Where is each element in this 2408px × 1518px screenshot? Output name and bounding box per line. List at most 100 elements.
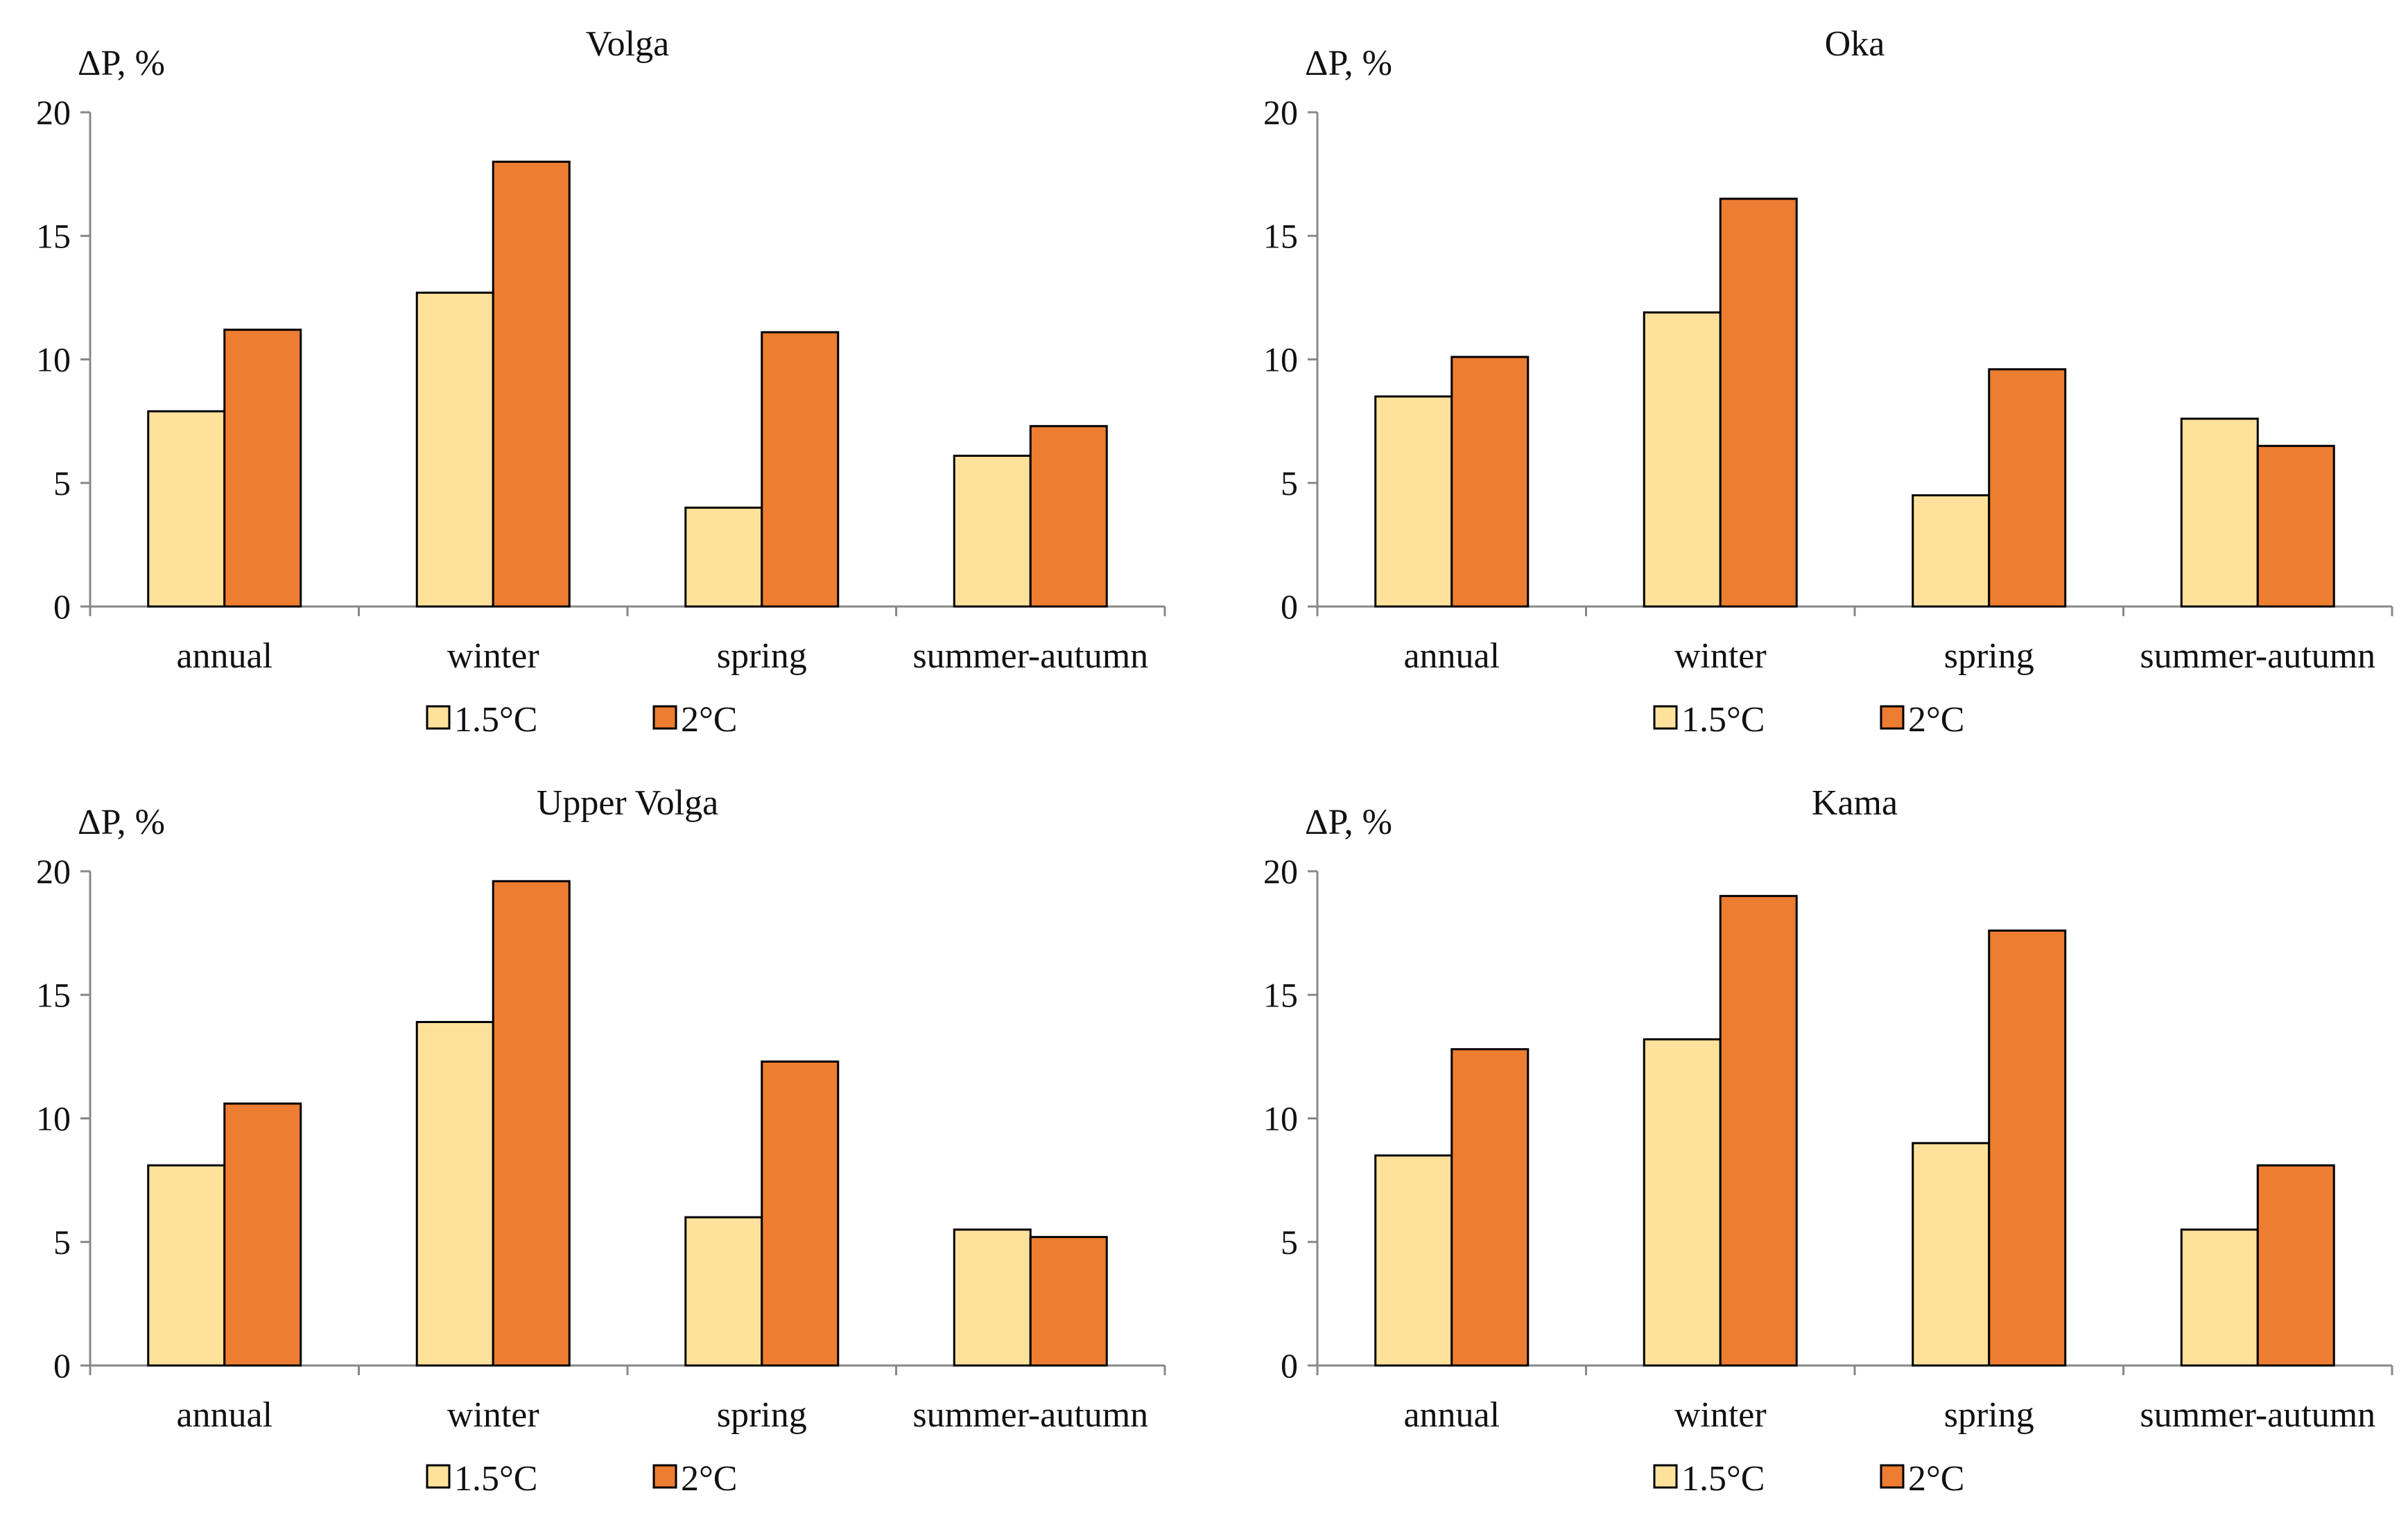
- y-tick-label: 0: [53, 1346, 71, 1385]
- legend-swatch: [426, 705, 451, 730]
- x-category-label: summer-autumn: [2140, 636, 2375, 676]
- legend-label: 2°C: [1908, 1459, 1964, 1499]
- x-category-label: spring: [1944, 636, 2034, 676]
- bar-spring-series-1: [1912, 1142, 1991, 1367]
- y-tick-label: 15: [36, 975, 71, 1014]
- chart-panel-3: Kama ΔP, % 0 5 10 15 20 annual winter spring summe…: [1263, 783, 2393, 1499]
- legend-swatch: [652, 705, 677, 730]
- bar-summer-autumn-series-1: [2180, 1228, 2259, 1367]
- x-category-label: summer-autumn: [912, 636, 1148, 676]
- legend: 1.5°C 2°C: [426, 1459, 737, 1499]
- y-tick-label: 5: [1281, 1223, 1298, 1262]
- bar-spring-series-2: [1988, 930, 2067, 1367]
- x-category-label: winter: [447, 1395, 539, 1435]
- x-category-label: winter: [1674, 636, 1767, 676]
- y-tick-label: 10: [36, 1099, 71, 1138]
- y-axis-label: ΔP, %: [1305, 803, 1392, 842]
- bar-winter-series-1: [415, 291, 494, 608]
- legend-swatch: [652, 1464, 677, 1489]
- bar-spring-series-1: [1912, 494, 1991, 608]
- bar-annual-series-2: [223, 329, 302, 608]
- bar-annual-series-1: [1374, 1154, 1453, 1367]
- bar-winter-series-1: [1643, 311, 1722, 608]
- bar-annual-series-2: [223, 1102, 302, 1367]
- bar-spring-series-2: [761, 331, 840, 608]
- y-tick-label: 0: [53, 587, 71, 626]
- x-category-label: spring: [717, 1395, 807, 1435]
- y-tick-label: 5: [53, 1223, 71, 1262]
- y-tick-label: 0: [1281, 1346, 1298, 1385]
- y-axis-label: ΔP, %: [1305, 44, 1392, 83]
- x-category-label: summer-autumn: [2140, 1395, 2375, 1435]
- bar-summer-autumn-series-2: [2256, 444, 2335, 608]
- x-category-label: annual: [1403, 636, 1500, 676]
- bar-winter-series-1: [1643, 1038, 1722, 1367]
- y-tick-label: 20: [36, 93, 71, 132]
- y-tick-label: 15: [1263, 975, 1298, 1014]
- y-tick-label: 0: [1281, 587, 1298, 626]
- chart-title: Upper Volga: [537, 783, 718, 823]
- bar-summer-autumn-series-2: [2256, 1164, 2335, 1367]
- x-category-label: spring: [717, 636, 807, 676]
- y-axis-label: ΔP, %: [78, 803, 165, 842]
- legend-label: 1.5°C: [454, 1459, 537, 1499]
- legend-label: 2°C: [1908, 700, 1964, 740]
- x-category-label: winter: [1674, 1395, 1767, 1435]
- bar-annual-series-1: [147, 1164, 226, 1367]
- y-tick-label: 10: [1263, 1099, 1298, 1138]
- x-category-label: winter: [447, 636, 539, 676]
- legend-swatch: [1880, 705, 1905, 730]
- legend-label: 1.5°C: [1681, 1459, 1765, 1499]
- legend-swatch: [1653, 705, 1678, 730]
- y-tick-label: 20: [1263, 93, 1298, 132]
- x-category-label: summer-autumn: [912, 1395, 1148, 1435]
- x-category-label: annual: [176, 636, 272, 676]
- y-tick-label: 5: [1281, 464, 1298, 503]
- bar-summer-autumn-series-1: [953, 455, 1032, 608]
- bar-summer-autumn-series-1: [2180, 417, 2259, 608]
- bar-annual-series-2: [1450, 1048, 1530, 1367]
- chart-panel-2: Upper Volga ΔP, % 0 5 10 15 20 annual winter spri…: [36, 783, 1166, 1499]
- legend: 1.5°C 2°C: [1653, 1459, 1964, 1499]
- bar-annual-series-2: [1450, 356, 1530, 608]
- chart-title: Volga: [586, 24, 669, 64]
- legend-swatch: [1653, 1464, 1678, 1489]
- legend: 1.5°C 2°C: [1653, 700, 1964, 740]
- bar-winter-series-1: [415, 1020, 494, 1367]
- x-category-label: annual: [1403, 1395, 1500, 1435]
- legend-swatch: [1880, 1464, 1905, 1489]
- chart-title: Oka: [1825, 24, 1885, 64]
- legend-label: 2°C: [681, 1459, 737, 1499]
- y-tick-label: 15: [36, 216, 71, 255]
- x-category-label: spring: [1944, 1395, 2034, 1435]
- chart-panel-0: Volga ΔP, % 0 5 10 15 20 annual winter spring summ…: [36, 24, 1166, 740]
- y-tick-label: 15: [1263, 216, 1298, 255]
- bar-summer-autumn-series-2: [1029, 425, 1108, 608]
- chart-panel-1: Oka ΔP, % 0 5 10 15 20 annual winter spring summer…: [1263, 24, 2393, 740]
- bar-summer-autumn-series-2: [1029, 1236, 1108, 1367]
- y-tick-label: 20: [36, 852, 71, 891]
- y-tick-label: 5: [53, 464, 71, 503]
- legend-label: 1.5°C: [1681, 700, 1765, 740]
- bar-winter-series-2: [1719, 198, 1798, 608]
- legend: 1.5°C 2°C: [426, 700, 737, 740]
- y-tick-label: 10: [36, 340, 71, 379]
- bar-winter-series-2: [1719, 895, 1798, 1367]
- legend-swatch: [426, 1464, 451, 1489]
- bar-annual-series-1: [1374, 395, 1453, 608]
- y-axis-label: ΔP, %: [78, 44, 165, 83]
- bar-summer-autumn-series-1: [953, 1228, 1032, 1367]
- bar-spring-series-2: [761, 1061, 840, 1367]
- y-tick-label: 20: [1263, 852, 1298, 891]
- bar-winter-series-2: [492, 880, 571, 1367]
- x-category-label: annual: [176, 1395, 272, 1435]
- legend-label: 2°C: [681, 700, 737, 740]
- bar-spring-series-1: [684, 506, 763, 608]
- bar-annual-series-1: [147, 410, 226, 608]
- legend-label: 1.5°C: [454, 700, 537, 740]
- chart-title: Kama: [1812, 783, 1898, 823]
- bar-spring-series-2: [1988, 368, 2067, 608]
- bar-winter-series-2: [492, 160, 571, 608]
- bar-spring-series-1: [684, 1216, 763, 1367]
